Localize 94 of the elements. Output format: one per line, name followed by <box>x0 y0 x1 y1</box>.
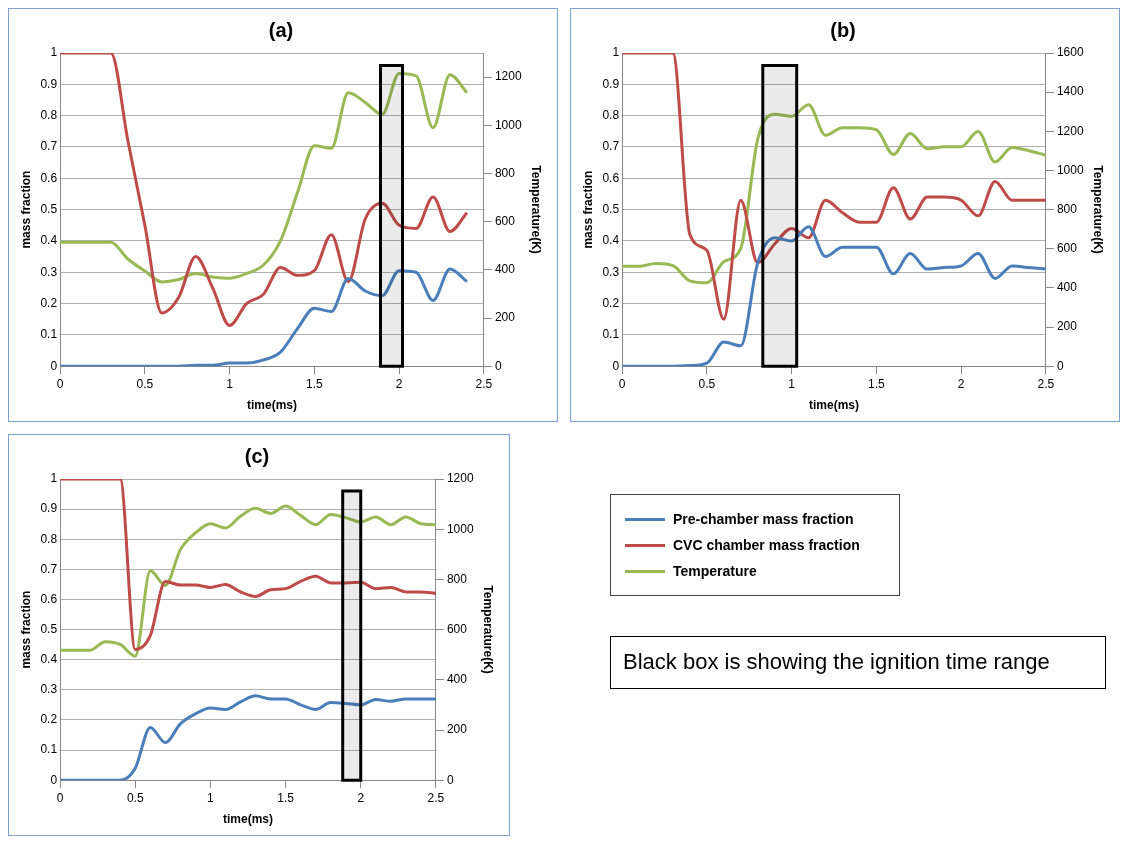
line-series <box>60 479 436 651</box>
y-tick-label: 0.3 <box>602 264 620 279</box>
x-tick-label: 1 <box>207 790 215 805</box>
x-tick-label: 2 <box>357 790 365 805</box>
x-axis-title: time(ms) <box>222 812 273 827</box>
y-tick-label: 0.9 <box>602 76 620 91</box>
y-tick-label: 0 <box>612 358 620 373</box>
y2-tick-label: 0 <box>446 772 454 787</box>
y-tick-label: 1 <box>50 471 58 486</box>
y-tick-label: 0.4 <box>602 233 620 248</box>
y-tick-label: 0.7 <box>40 561 58 576</box>
x-tick-label: 0.5 <box>698 376 716 391</box>
y-tick-label: 0.8 <box>40 107 58 122</box>
y2-tick-label: 600 <box>494 213 516 228</box>
y2-tick-label: 400 <box>446 672 468 687</box>
text: Black box is showing the ignition time range <box>610 636 1106 689</box>
y-tick-label: 0.5 <box>40 201 58 216</box>
y2-tick-label: 800 <box>446 571 468 586</box>
y-tick-label: 0.8 <box>40 531 58 546</box>
y-tick-label: 0.6 <box>40 170 58 185</box>
chart-title: (c) <box>244 444 270 467</box>
x-tick-label: 1.5 <box>277 790 295 805</box>
y2-axis-title: Temperature(K) <box>529 165 544 254</box>
y2-tick-label: 800 <box>1056 201 1078 216</box>
y-tick-label: 0.4 <box>40 652 58 667</box>
y-tick-label: 0.9 <box>40 76 58 91</box>
y-axis-title: mass fraction <box>18 170 33 249</box>
x-tick-label: 2 <box>395 376 403 391</box>
y2-tick-label: 600 <box>1056 241 1078 256</box>
x-axis-title: time(ms) <box>808 398 859 413</box>
y2-tick-label: 400 <box>1056 280 1078 295</box>
x-tick-label: 0.5 <box>136 376 154 391</box>
y-tick-label: 0.2 <box>40 295 58 310</box>
y-tick-label: 0.1 <box>40 742 58 757</box>
x-tick-label: 2.5 <box>475 376 493 391</box>
y2-tick-label: 200 <box>494 310 516 325</box>
x-tick-label: 2.5 <box>427 790 445 805</box>
y-tick-label: 0.9 <box>40 501 58 516</box>
y2-tick-label: 0 <box>494 358 502 373</box>
y-tick-label: 1 <box>612 45 620 60</box>
chart-title: (a) <box>268 18 294 41</box>
x-tick-label: 2 <box>957 376 965 391</box>
y2-tick-label: 1400 <box>1056 84 1084 99</box>
y-tick-label: 0.2 <box>40 712 58 727</box>
y-tick-label: 0.7 <box>40 139 58 154</box>
line-series <box>60 71 469 284</box>
x-tick-label: 1 <box>788 376 796 391</box>
line-series <box>60 267 469 367</box>
y2-tick-label: 1200 <box>446 471 474 486</box>
y-tick-label: 0 <box>50 772 58 787</box>
y-tick-label: 0.5 <box>602 201 620 216</box>
x-tick-label: 1 <box>226 376 234 391</box>
x-tick-label: 0.5 <box>126 790 144 805</box>
y-tick-label: 0.6 <box>602 170 620 185</box>
y-tick-label: 0.3 <box>40 264 58 279</box>
chart-title: (b) <box>830 18 856 41</box>
y-tick-label: 1 <box>50 45 58 60</box>
y-tick-label: 0.1 <box>602 327 620 342</box>
line-series <box>622 53 1046 321</box>
y2-tick-label: 0 <box>1056 358 1064 373</box>
y-axis-title: mass fraction <box>580 170 595 249</box>
line-series <box>622 103 1046 285</box>
y2-tick-label: 1000 <box>494 117 522 132</box>
y-tick-label: 0.6 <box>40 591 58 606</box>
y2-tick-label: 800 <box>494 165 516 180</box>
y2-axis-title: Temperature(K) <box>481 585 496 674</box>
y2-tick-label: 400 <box>494 262 516 277</box>
legend-label: Temperature <box>673 563 757 579</box>
y-tick-label: 0.2 <box>602 295 620 310</box>
y2-axis-title: Temperature(K) <box>1091 165 1106 254</box>
y-tick-label: 0.4 <box>40 233 58 248</box>
y2-tick-label: 200 <box>446 722 468 737</box>
y2-tick-label: 1600 <box>1056 45 1084 60</box>
legend-label: Pre-chamber mass fraction <box>673 511 854 527</box>
y2-tick-label: 1200 <box>1056 123 1084 138</box>
y2-tick-label: 200 <box>1056 319 1078 334</box>
y2-tick-label: 1000 <box>446 521 474 536</box>
y2-tick-label: 1200 <box>494 69 522 84</box>
y2-tick-label: 600 <box>446 621 468 636</box>
y-axis-title: mass fraction <box>18 590 33 669</box>
x-tick-label: 1.5 <box>868 376 886 391</box>
x-axis-title: time(ms) <box>246 398 297 413</box>
x-tick-label: 2.5 <box>1037 376 1055 391</box>
line-series <box>60 504 436 658</box>
y-tick-label: 0.3 <box>40 682 58 697</box>
y-tick-label: 0.5 <box>40 621 58 636</box>
y-tick-label: 0.7 <box>602 139 620 154</box>
y-tick-label: 0.8 <box>602 107 620 122</box>
y-tick-label: 0.1 <box>40 327 58 342</box>
y-tick-label: 0 <box>50 358 58 373</box>
x-tick-label: 1.5 <box>306 376 324 391</box>
line-series <box>60 53 469 327</box>
y2-tick-label: 1000 <box>1056 162 1084 177</box>
legend-label: CVC chamber mass fraction <box>673 537 860 553</box>
